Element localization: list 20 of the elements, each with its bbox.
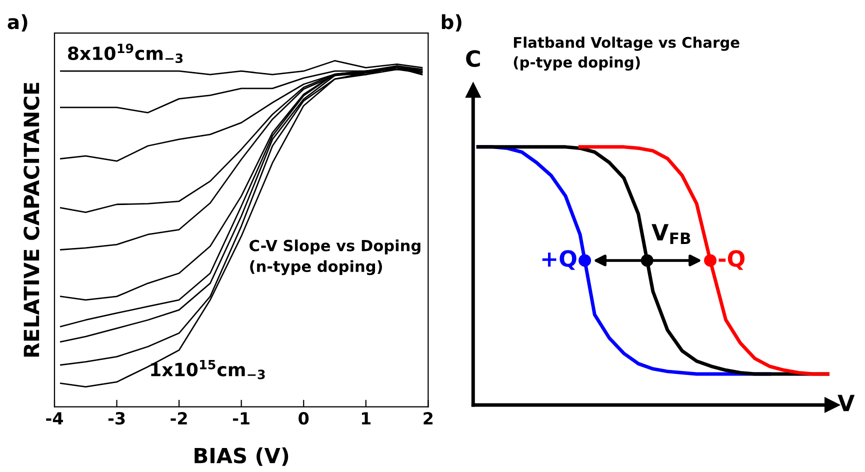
chart-title: a) [8, 14, 28, 32]
annotation: V$_{FB}$ [652, 224, 690, 244]
x-axis-title: V [838, 394, 855, 412]
chart-title: b) [442, 14, 462, 32]
y-axis-title: RELATIVE CAPACITANCE [24, 82, 40, 357]
x-tick-label: 2 [424, 412, 433, 424]
annotation: 8x10$^{19}$cm$_{−3}$ [68, 44, 183, 64]
x-tick-label: -3 [108, 412, 125, 425]
x-tick-label: -2 [170, 412, 187, 424]
x-axis-title: BIAS (V) [194, 447, 288, 466]
x-tick-label: -4 [46, 412, 63, 424]
annotation: C-V Slope vs Doping (n-type doping) [250, 240, 420, 276]
y-axis-title: C [466, 50, 480, 67]
annotation: 1x10$^{15}$cm$_{−3}$ [151, 360, 265, 380]
annotation: +Q [542, 250, 576, 270]
annotation: -Q [718, 250, 745, 270]
x-tick-label: 1 [362, 412, 371, 424]
x-tick-label: -1 [232, 412, 250, 424]
x-tick-label: 0 [298, 412, 309, 425]
chart-subtitle: Flatband Voltage vs Charge (p-type doping) [514, 36, 740, 71]
